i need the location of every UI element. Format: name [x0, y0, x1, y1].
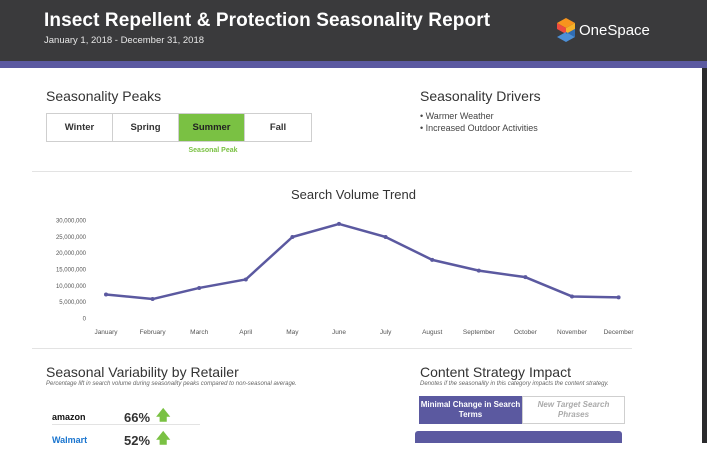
content-strategy-subtitle: Denotes if the seasonality in this categ…	[420, 381, 609, 387]
data-point	[570, 294, 574, 299]
report-date-range: January 1, 2018 - December 31, 2018	[44, 35, 205, 46]
data-point	[337, 221, 341, 226]
series-line	[105, 222, 619, 301]
header-accent-stripe	[0, 61, 707, 68]
driver-item: • Warmer Weather	[420, 111, 494, 121]
strategy-detail-panel	[415, 431, 622, 443]
data-point	[383, 234, 388, 239]
retailer-row-divider	[52, 424, 200, 425]
retailer-row-amazon: amazon 66% 🡅	[52, 405, 170, 429]
x-tick-label: March	[190, 329, 208, 336]
tab-minimal-change[interactable]: Minimal Change in Search Terms	[419, 396, 522, 424]
data-point	[616, 295, 621, 300]
x-tick-label: June	[332, 329, 346, 336]
y-tick-label: 0	[83, 317, 87, 323]
data-point	[290, 234, 295, 239]
data-point	[523, 275, 528, 280]
retailer-lift-value: 66%	[124, 409, 151, 425]
data-point	[430, 257, 435, 262]
x-tick-label: January	[94, 329, 118, 336]
retailer-variability-subtitle: Percentage lift in search volume during …	[46, 381, 297, 387]
seasonality-drivers-title: Seasonality Drivers	[420, 88, 541, 104]
data-point	[104, 292, 108, 297]
data-point	[243, 277, 248, 282]
x-tick-label: December	[604, 329, 635, 336]
x-tick-label: August	[422, 329, 442, 336]
y-tick-label: 25,000,000	[56, 235, 87, 241]
retailer-lift-value: 52%	[124, 432, 151, 448]
y-tick-label: 30,000,000	[56, 219, 87, 225]
x-tick-label: October	[514, 329, 538, 336]
data-point	[150, 297, 155, 302]
season-winter[interactable]: Winter	[47, 114, 113, 141]
onespace-logo-icon	[557, 18, 575, 42]
report-title: Insect Repellent & Protection Seasonalit…	[44, 10, 491, 31]
content-strategy-title: Content Strategy Impact	[420, 364, 571, 380]
y-tick-label: 15,000,000	[56, 268, 87, 274]
x-tick-label: July	[380, 329, 392, 336]
brand-logo: OneSpace	[556, 17, 650, 43]
tab-new-target-phrases[interactable]: New Target Search Phrases	[522, 396, 625, 424]
x-tick-label: May	[286, 329, 299, 336]
walmart-logo: Walmart	[52, 435, 88, 445]
driver-item: • Increased Outdoor Activities	[420, 123, 538, 133]
retailer-row-walmart: Walmart 52% 🡅	[52, 428, 170, 452]
x-tick-label: September	[463, 329, 496, 336]
chart-title: Search Volume Trend	[290, 187, 417, 202]
arrow-up-icon: 🡅	[156, 430, 171, 446]
brand-name: OneSpace	[579, 21, 650, 39]
data-point	[476, 268, 481, 273]
season-selector: Winter Spring Summer Fall	[46, 113, 312, 142]
retailer-variability-title: Seasonal Variability by Retailer	[46, 364, 239, 380]
report-header: Insect Repellent & Protection Seasonalit…	[0, 0, 707, 61]
seasonal-peak-label: Seasonal Peak	[188, 147, 238, 154]
x-tick-label: November	[557, 329, 588, 336]
season-fall[interactable]: Fall	[269, 122, 287, 133]
right-edge-bar	[702, 68, 707, 443]
amazon-logo: amazon	[52, 412, 86, 422]
y-tick-label: 10,000,000	[56, 284, 87, 290]
search-volume-chart: 30,000,000 25,000,000 20,000,000 15,000,000…	[56, 219, 635, 337]
section-divider	[32, 171, 632, 172]
y-tick-label: 5,000,000	[59, 300, 86, 306]
data-point	[197, 285, 202, 290]
y-tick-label: 20,000,000	[56, 251, 87, 257]
seasonality-peaks-title: Seasonality Peaks	[46, 88, 162, 104]
strategy-tabs: Minimal Change in Search Terms New Targe…	[419, 396, 625, 424]
section-divider	[32, 348, 632, 349]
season-summer[interactable]: Summer	[179, 114, 245, 141]
season-spring[interactable]: Spring	[113, 114, 179, 141]
x-tick-label: April	[239, 329, 253, 336]
drivers-list: • Warmer Weather • Increased Outdoor Act…	[420, 110, 538, 134]
arrow-up-icon: 🡅	[156, 407, 171, 423]
x-tick-label: February	[140, 329, 167, 336]
